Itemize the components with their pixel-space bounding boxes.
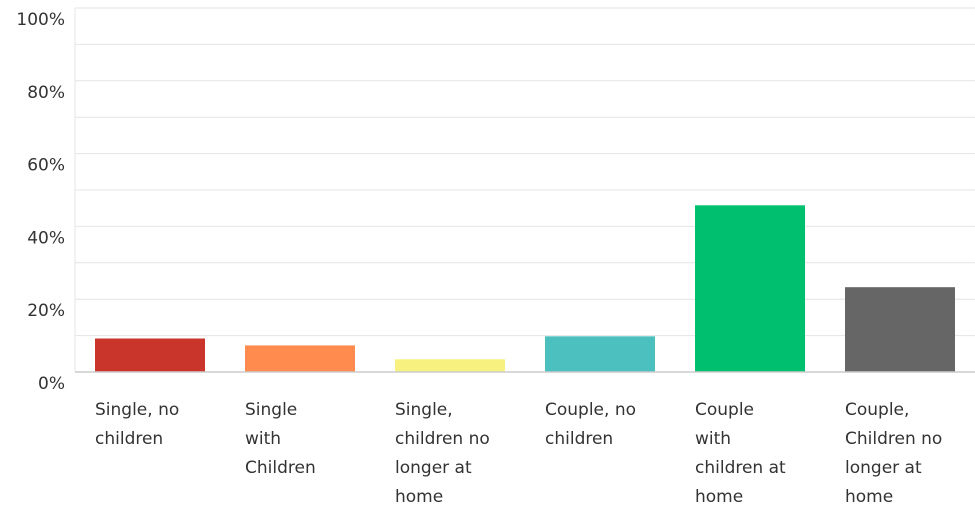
bar[interactable] xyxy=(95,338,205,372)
x-tick-label: Couple, no xyxy=(545,400,636,420)
x-tick-label: Children no xyxy=(845,429,942,449)
y-tick-label: 0% xyxy=(38,374,65,394)
y-tick-label: 40% xyxy=(27,228,65,248)
bar[interactable] xyxy=(395,359,505,372)
x-tick-label: children at xyxy=(695,458,786,478)
y-axis-ticks: 0% 20% 40% 60% 80% 100% xyxy=(16,10,65,394)
y-tick-label: 20% xyxy=(27,301,65,321)
x-tick-label: Couple xyxy=(695,400,754,420)
x-tick-label: children xyxy=(545,429,613,449)
bar[interactable] xyxy=(845,287,955,372)
bars xyxy=(95,205,955,372)
x-tick-label: longer at xyxy=(395,458,472,478)
x-tick-label: Couple, xyxy=(845,400,909,420)
x-tick-label: Single xyxy=(245,400,297,420)
x-tick-label: home xyxy=(845,487,893,507)
x-tick-label: children no xyxy=(395,429,490,449)
gridlines xyxy=(74,7,975,372)
x-tick-label: children xyxy=(95,429,163,449)
bar[interactable] xyxy=(545,336,655,372)
x-tick-label: with xyxy=(695,429,731,449)
bar[interactable] xyxy=(695,205,805,372)
x-tick-label: Single, no xyxy=(95,400,179,420)
x-tick-label: home xyxy=(395,487,443,507)
x-tick-label: home xyxy=(695,487,743,507)
y-tick-label: 80% xyxy=(27,83,65,103)
x-axis-labels: Single, no children Single with Children Sing… xyxy=(95,400,942,507)
y-tick-label: 100% xyxy=(16,10,65,30)
bar[interactable] xyxy=(245,345,355,372)
x-tick-label: Children xyxy=(245,458,316,478)
y-tick-label: 60% xyxy=(27,156,65,176)
x-tick-label: longer at xyxy=(845,458,922,478)
x-tick-label: with xyxy=(245,429,281,449)
x-tick-label: Single, xyxy=(395,400,453,420)
